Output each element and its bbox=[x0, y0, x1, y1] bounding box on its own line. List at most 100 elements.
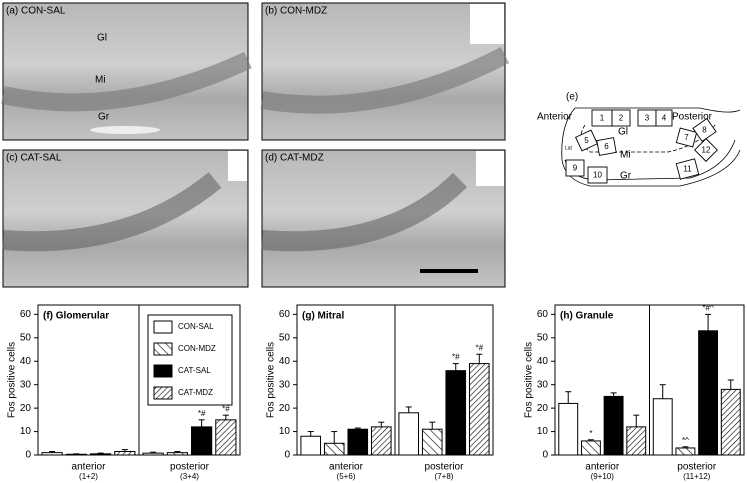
y-tick-label: 0 bbox=[542, 450, 548, 461]
layer-label: Gl bbox=[618, 127, 628, 138]
legend-label: CAT-SAL bbox=[178, 366, 211, 375]
region-box bbox=[575, 129, 598, 152]
bar bbox=[300, 435, 322, 456]
panel-label: (a) CON-SAL bbox=[6, 6, 66, 17]
layer-label: Mi bbox=[95, 75, 106, 86]
micrograph-a: (a) CON-SAL Gl Mi Gr bbox=[1, 2, 252, 141]
layer-label: Gr bbox=[98, 112, 110, 123]
x-tick-label: anterior bbox=[72, 462, 107, 473]
region-number: 1 bbox=[600, 114, 605, 123]
region-box bbox=[596, 137, 617, 156]
chart-title: (h) Granule bbox=[560, 311, 614, 322]
x-tick-label: anterior bbox=[585, 462, 620, 473]
diagram-labels: (e) Anterior Posterior Lat Gl Mi Gr bbox=[537, 92, 713, 182]
bar bbox=[445, 370, 467, 456]
region-number: 9 bbox=[573, 164, 578, 173]
legend-swatch bbox=[153, 320, 173, 334]
x-tick-sublabel: (11+12) bbox=[683, 472, 711, 481]
layer-label: Gl bbox=[97, 33, 107, 44]
y-axis-label: Fos positive cells bbox=[266, 342, 277, 418]
x-tick-label: posterior bbox=[677, 462, 717, 473]
panel-label: (d) CAT-MDZ bbox=[265, 153, 324, 164]
y-tick-label: 10 bbox=[537, 426, 549, 437]
bar bbox=[626, 426, 647, 456]
panel-label: (c) CAT-SAL bbox=[6, 153, 62, 164]
chart-title: (f) Glomerular bbox=[43, 311, 109, 322]
bar bbox=[215, 419, 237, 456]
y-tick-label: 20 bbox=[20, 403, 32, 414]
region-number: 5 bbox=[584, 136, 589, 145]
x-tick-sublabel: (9+10) bbox=[591, 472, 615, 481]
y-tick-label: 20 bbox=[537, 403, 549, 414]
region-number: 11 bbox=[683, 165, 692, 174]
bar bbox=[65, 453, 87, 456]
region-number: 2 bbox=[619, 114, 624, 123]
y-tick-label: 0 bbox=[284, 450, 290, 461]
lat-label: Lat bbox=[565, 145, 573, 151]
bar bbox=[347, 428, 369, 456]
scale-bar bbox=[420, 269, 478, 273]
y-axis-label: Fos positive cells bbox=[524, 342, 535, 418]
bar bbox=[603, 395, 624, 456]
bar bbox=[558, 402, 579, 456]
micrograph-c: (c) CAT-SAL bbox=[2, 149, 249, 288]
x-tick-sublabel: (1+2) bbox=[79, 472, 98, 481]
region-number: 10 bbox=[593, 171, 602, 180]
x-tick-sublabel: (7+8) bbox=[435, 472, 454, 481]
region-box bbox=[694, 138, 718, 162]
diagram-label: (e) bbox=[566, 92, 578, 103]
significance-label: *^ bbox=[682, 436, 689, 445]
region-number: 6 bbox=[604, 142, 609, 151]
bar bbox=[166, 452, 188, 456]
legend-label: CON-MDZ bbox=[178, 344, 216, 353]
y-tick-label: 20 bbox=[279, 403, 291, 414]
significance-label: * bbox=[589, 429, 592, 438]
significance-label: *# bbox=[475, 343, 483, 352]
y-tick-label: 50 bbox=[20, 332, 32, 343]
bar bbox=[468, 363, 490, 456]
region-number: 3 bbox=[645, 114, 650, 123]
bar bbox=[720, 388, 741, 456]
region-box bbox=[565, 159, 585, 177]
y-tick-label: 40 bbox=[279, 356, 291, 367]
anterior-label: Anterior bbox=[537, 112, 573, 123]
legend-swatch bbox=[153, 386, 173, 400]
bar bbox=[698, 330, 719, 456]
bar bbox=[323, 442, 345, 456]
region-box bbox=[675, 127, 698, 148]
bar bbox=[191, 426, 213, 456]
bar bbox=[370, 426, 392, 456]
panel-label: (b) CON-MDZ bbox=[265, 6, 327, 17]
y-tick-label: 30 bbox=[20, 379, 32, 390]
posterior-label: Posterior bbox=[672, 112, 713, 123]
y-tick-label: 50 bbox=[279, 332, 291, 343]
layer-label: Gr bbox=[620, 171, 632, 182]
region-number: 4 bbox=[662, 114, 667, 123]
legend-swatch bbox=[153, 342, 173, 356]
y-tick-label: 50 bbox=[537, 332, 549, 343]
y-tick-label: 60 bbox=[537, 309, 549, 320]
bar bbox=[142, 452, 164, 456]
y-tick-label: 40 bbox=[20, 356, 32, 367]
significance-label: *# bbox=[198, 409, 206, 418]
y-tick-label: 10 bbox=[20, 426, 32, 437]
y-tick-label: 30 bbox=[537, 379, 549, 390]
region-box bbox=[692, 117, 717, 143]
x-tick-label: posterior bbox=[170, 462, 210, 473]
region-box bbox=[587, 166, 608, 184]
y-tick-label: 30 bbox=[279, 379, 291, 390]
x-tick-label: posterior bbox=[425, 462, 465, 473]
region-number: 8 bbox=[702, 126, 707, 135]
bar bbox=[90, 453, 112, 456]
region-box bbox=[611, 109, 631, 127]
x-tick-label: anterior bbox=[329, 462, 364, 473]
bar bbox=[675, 447, 696, 456]
y-tick-label: 60 bbox=[20, 309, 32, 320]
legend-label: CAT-MDZ bbox=[178, 388, 213, 397]
x-tick-sublabel: (5+6) bbox=[337, 472, 356, 481]
significance-label: *#^ bbox=[702, 303, 714, 312]
y-tick-label: 60 bbox=[279, 309, 291, 320]
bar bbox=[398, 412, 420, 456]
y-tick-label: 40 bbox=[537, 356, 549, 367]
